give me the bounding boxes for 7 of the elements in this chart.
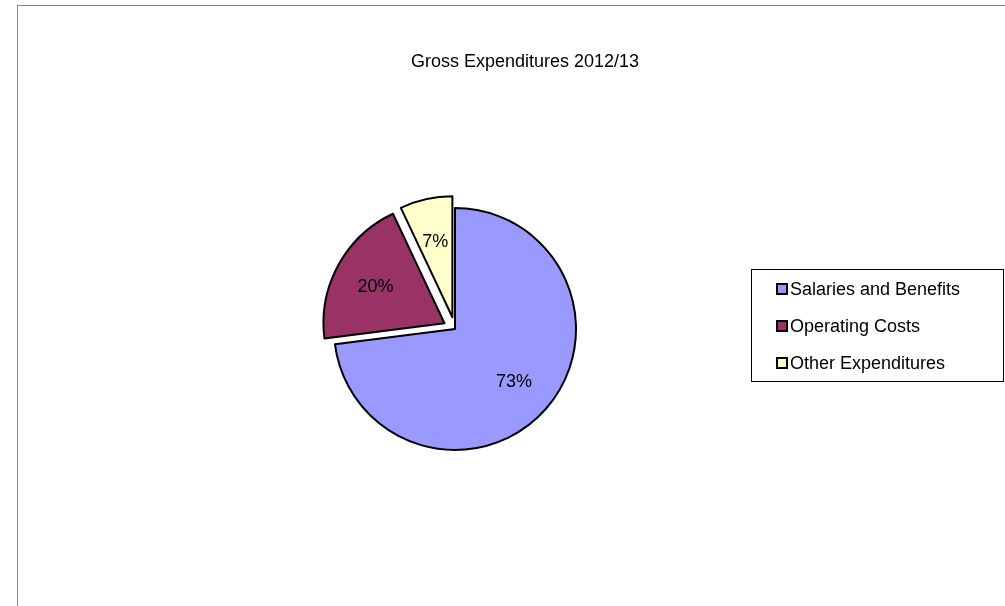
legend-label: Operating Costs	[790, 316, 921, 337]
data-label: 7%	[422, 230, 449, 251]
legend-label: Salaries and Benefits	[790, 279, 961, 300]
data-label: 20%	[357, 275, 394, 296]
chart-title: Gross Expenditures 2012/13	[410, 51, 640, 71]
data-label: 73%	[495, 371, 533, 392]
legend-label: Other Expenditures	[790, 353, 946, 374]
